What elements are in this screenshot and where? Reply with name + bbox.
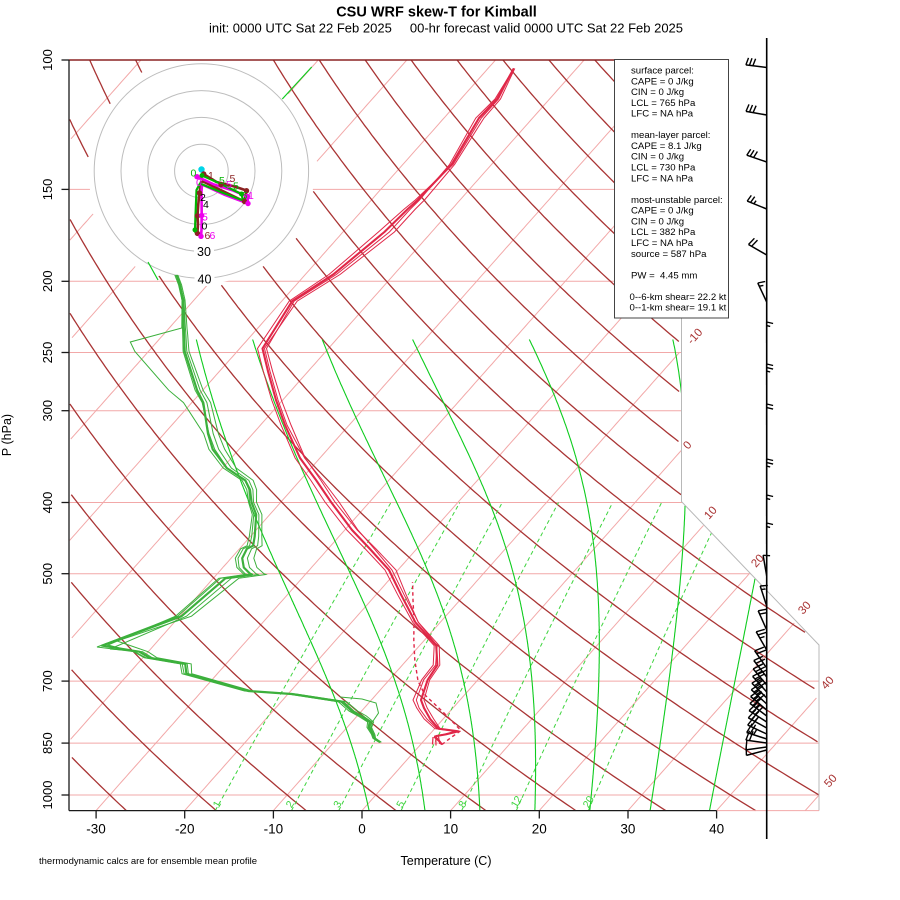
svg-text:surface parcel:: surface parcel:	[631, 66, 694, 77]
svg-text:0--1-km shear= 19.1 kt: 0--1-km shear= 19.1 kt	[630, 303, 727, 314]
svg-text:CAPE = 0 J/kg: CAPE = 0 J/kg	[631, 206, 694, 217]
svg-text:0: 0	[191, 168, 197, 180]
svg-text:2: 2	[200, 192, 206, 204]
svg-text:250: 250	[40, 342, 55, 364]
svg-text:12: 12	[509, 794, 525, 810]
svg-text:5: 5	[219, 175, 225, 187]
svg-text:5: 5	[202, 212, 208, 224]
svg-text:CAPE = 0 J/kg: CAPE = 0 J/kg	[631, 76, 694, 87]
svg-text:Temperature (C): Temperature (C)	[401, 854, 492, 868]
svg-text:150: 150	[40, 179, 55, 201]
svg-text:source = 587 hPa: source = 587 hPa	[631, 249, 707, 260]
svg-text:init: 0000 UTC Sat 22 Feb 2025: init: 0000 UTC Sat 22 Feb 2025 00-hr for…	[209, 21, 683, 36]
svg-text:200: 200	[40, 270, 55, 292]
svg-text:P (hPa): P (hPa)	[0, 414, 14, 456]
svg-text:30: 30	[620, 822, 635, 837]
svg-text:PW = 4.45 mm: PW = 4.45 mm	[631, 270, 697, 281]
svg-text:6: 6	[205, 230, 211, 242]
svg-text:20: 20	[581, 794, 597, 810]
svg-text:20: 20	[532, 822, 547, 837]
svg-text:5: 5	[242, 190, 248, 202]
svg-text:40: 40	[709, 822, 724, 837]
svg-text:300: 300	[40, 400, 55, 422]
svg-text:0: 0	[358, 822, 366, 837]
svg-text:500: 500	[40, 563, 55, 585]
svg-text:5: 5	[233, 181, 239, 193]
svg-text:LFC = NA hPa: LFC = NA hPa	[631, 109, 694, 120]
svg-text:0: 0	[202, 221, 208, 233]
svg-text:5: 5	[230, 173, 236, 185]
svg-text:3: 3	[331, 799, 344, 810]
svg-text:thermodynamic calcs are for en: thermodynamic calcs are for ensemble mea…	[39, 856, 257, 867]
svg-text:LFC = NA hPa: LFC = NA hPa	[631, 238, 694, 249]
svg-text:6: 6	[210, 230, 216, 242]
svg-text:0--6-km shear= 22.2 kt: 0--6-km shear= 22.2 kt	[630, 292, 727, 303]
svg-text:10: 10	[443, 822, 458, 837]
svg-text:LFC = NA hPa: LFC = NA hPa	[631, 173, 694, 184]
svg-text:mean-layer parcel:: mean-layer parcel:	[631, 130, 710, 141]
svg-text:-20: -20	[175, 822, 195, 837]
svg-text:850: 850	[40, 732, 55, 754]
svg-text:700: 700	[40, 670, 55, 692]
svg-text:400: 400	[40, 492, 55, 514]
svg-text:40: 40	[198, 273, 212, 287]
svg-text:-10: -10	[264, 822, 284, 837]
svg-text:8: 8	[456, 799, 469, 810]
svg-text:1: 1	[248, 190, 254, 202]
svg-text:100: 100	[40, 49, 55, 71]
svg-text:5: 5	[394, 799, 407, 810]
svg-text:1: 1	[208, 170, 214, 182]
svg-text:most-unstable parcel:: most-unstable parcel:	[631, 195, 723, 206]
svg-text:1000: 1000	[40, 781, 55, 810]
svg-text:2: 2	[284, 799, 297, 810]
svg-text:1: 1	[211, 799, 224, 810]
svg-text:CSU WRF skew-T for Kimball: CSU WRF skew-T for Kimball	[336, 5, 537, 21]
svg-text:30: 30	[197, 245, 211, 259]
svg-text:LCL = 382 hPa: LCL = 382 hPa	[631, 227, 696, 238]
svg-text:4: 4	[203, 199, 209, 211]
svg-text:CIN = 0 J/kg: CIN = 0 J/kg	[631, 216, 684, 227]
svg-text:LCL = 730 hPa: LCL = 730 hPa	[631, 163, 696, 174]
svg-text:-30: -30	[86, 822, 106, 837]
svg-text:CIN = 0 J/kg: CIN = 0 J/kg	[631, 152, 684, 163]
svg-text:CAPE = 8.1 J/kg: CAPE = 8.1 J/kg	[631, 141, 702, 152]
svg-text:LCL = 765 hPa: LCL = 765 hPa	[631, 98, 696, 109]
svg-text:0: 0	[196, 177, 202, 189]
svg-text:5: 5	[226, 179, 232, 191]
svg-text:CIN = 0 J/kg: CIN = 0 J/kg	[631, 87, 684, 98]
